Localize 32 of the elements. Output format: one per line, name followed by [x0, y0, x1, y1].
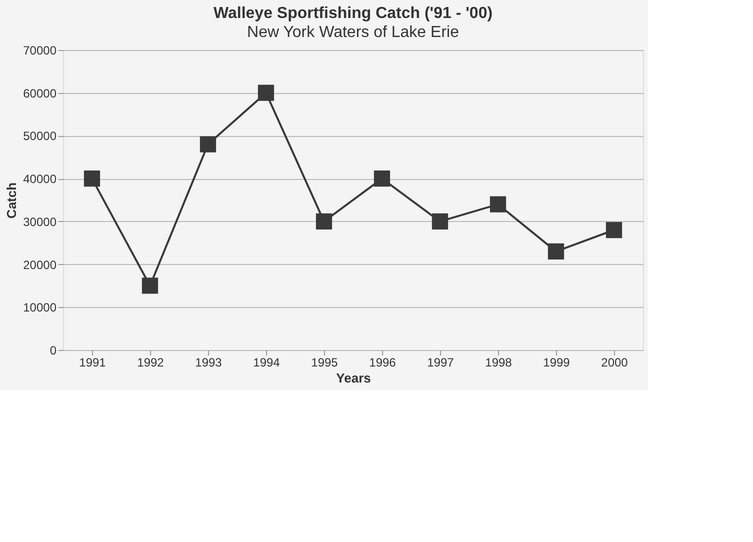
point [258, 84, 274, 101]
point [606, 222, 622, 238]
point [548, 243, 564, 260]
y-tick-label: 70000 [23, 44, 57, 58]
point [84, 170, 100, 187]
x-tick-label: 1991 [79, 356, 106, 370]
y-tick-label: 20000 [23, 258, 57, 272]
x-tick-label: 1992 [137, 356, 164, 370]
chart-subtitle: New York Waters of Lake Erie [247, 24, 460, 41]
y-tick-label: 0 [50, 344, 57, 358]
point [142, 278, 158, 294]
y-tick-label: 40000 [23, 172, 57, 186]
point [432, 213, 448, 230]
point [490, 196, 506, 212]
x-tick-label: 1999 [543, 356, 570, 370]
y-tick-label: 10000 [23, 300, 57, 315]
x-tick-label: 1997 [427, 356, 454, 370]
x-tick-label: 2000 [601, 356, 628, 370]
y-tick-label: 30000 [23, 214, 57, 229]
x-tick-label: 1994 [253, 356, 280, 370]
point [316, 213, 332, 230]
y-tick-label: 50000 [23, 129, 57, 144]
x-tick-label: 1998 [485, 356, 512, 370]
point [374, 170, 390, 187]
x-tick-label: 1996 [369, 356, 396, 370]
chart-title: Walleye Sportfishing Catch ('91 - '00) [213, 5, 493, 22]
point [200, 136, 216, 152]
x-axis-title: Years [336, 370, 371, 386]
y-tick-label: 60000 [23, 86, 57, 100]
x-tick-label: 1993 [195, 356, 222, 370]
y-axis-title: Catch [4, 182, 20, 219]
x-tick-label: 1995 [311, 356, 338, 370]
